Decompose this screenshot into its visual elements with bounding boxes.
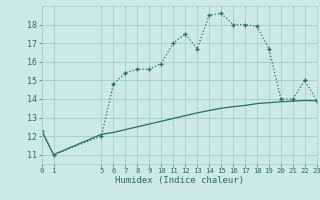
X-axis label: Humidex (Indice chaleur): Humidex (Indice chaleur) bbox=[115, 176, 244, 185]
